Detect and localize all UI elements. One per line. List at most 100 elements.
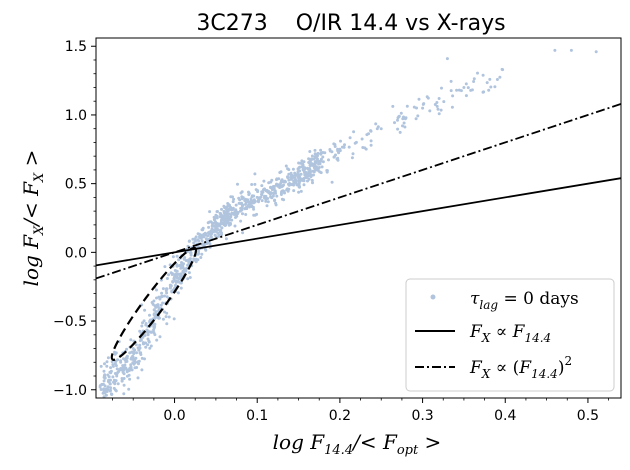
scatter-point [269,191,272,195]
scatter-point [163,265,167,269]
scatter-point [425,95,429,99]
scatter-point [253,182,257,186]
scatter-point [101,399,104,402]
x-tick-label: 0.2 [329,408,351,424]
scatter-point [269,185,273,189]
scatter-point [129,363,133,367]
scatter-point [161,301,165,305]
scatter-point [100,382,104,386]
scatter-point [188,276,192,279]
scatter-point [164,315,168,319]
scatter-point [155,338,159,342]
scatter-point [296,167,300,171]
scatter-point [236,182,239,186]
scatter-point [194,235,198,239]
scatter-point [250,183,254,186]
scatter-point [321,151,325,154]
scatter-point [156,305,160,309]
scatter-point [210,224,214,228]
scatter-point [148,319,152,323]
scatter-point [123,358,127,362]
scatter-point [455,88,459,92]
scatter-point [325,170,329,174]
scatter-point [498,75,502,79]
scatter-point [375,127,379,131]
scatter-point [125,347,129,351]
scatter-point [279,191,283,195]
scatter-point [297,190,301,194]
scatter-point [393,121,396,125]
scatter-point [189,253,193,257]
scatter-point [234,203,238,207]
scatter-point [292,179,296,183]
scatter-point [208,210,212,214]
y-tick-label: 1.5 [65,39,87,55]
scatter-point [177,276,181,280]
scatter-point [277,177,281,181]
scatter-point [152,308,156,312]
scatter-point [260,184,264,188]
scatter-point [316,168,320,172]
scatter-point [350,156,354,160]
scatter-point [102,369,106,373]
scatter-point [146,343,150,347]
scatter-point [275,194,279,198]
scatter-point [201,242,205,246]
scatter-point [594,50,598,54]
scatter-point [231,206,235,210]
scatter-point [254,188,258,192]
scatter-point [139,353,143,356]
scatter-point [287,168,291,172]
scatter-point [219,229,223,232]
scatter-point [284,164,288,168]
scatter-point [224,237,228,241]
scatter-point [297,175,301,179]
scatter-point [354,140,358,144]
scatter-point [401,117,405,121]
scatter-point [294,173,298,177]
y-axis-label: log FX/< FX > [19,150,47,287]
scatter-point [219,218,223,222]
reference-lines [96,103,621,280]
scatter-point [306,167,310,171]
scatter-point [241,212,244,216]
y-tick-label: 0.0 [65,245,87,261]
scatter-point [205,238,209,242]
scatter-point [115,374,119,378]
scatter-point [155,296,158,300]
scatter-points [98,48,598,402]
scatter-point [240,190,244,194]
scatter-point [148,346,152,350]
scatter-point [338,147,342,151]
scatter-point [161,317,165,321]
scatter-point [106,373,110,377]
scatter-point [264,199,268,203]
scatter-point [401,124,404,128]
scatter-point [103,362,106,366]
scatter-point [140,368,144,372]
scatter-point [214,213,218,217]
scatter-point [414,117,418,121]
scatter-point [234,209,238,213]
scatter-point [109,366,113,370]
scatter-point [437,97,441,100]
legend-label-linear: FX ∝ F14.4 [469,322,551,345]
scatter-point [102,379,106,383]
scatter-point [302,167,306,171]
scatter-point [316,151,320,155]
scatter-point [317,166,321,169]
scatter-point [127,387,131,391]
scatter-point [110,392,114,396]
scatter-point [249,201,253,205]
scatter-point [183,256,187,260]
scatter-point [130,350,134,354]
scatter-point [144,345,148,349]
scatter-point [297,184,301,188]
scatter-point [129,365,133,369]
scatter-point [175,254,179,258]
y-tick-label: −0.5 [53,314,87,330]
scatter-point [314,165,318,169]
confidence-ellipse [110,246,198,361]
scatter-point [160,291,164,295]
scatter-point [310,154,314,158]
